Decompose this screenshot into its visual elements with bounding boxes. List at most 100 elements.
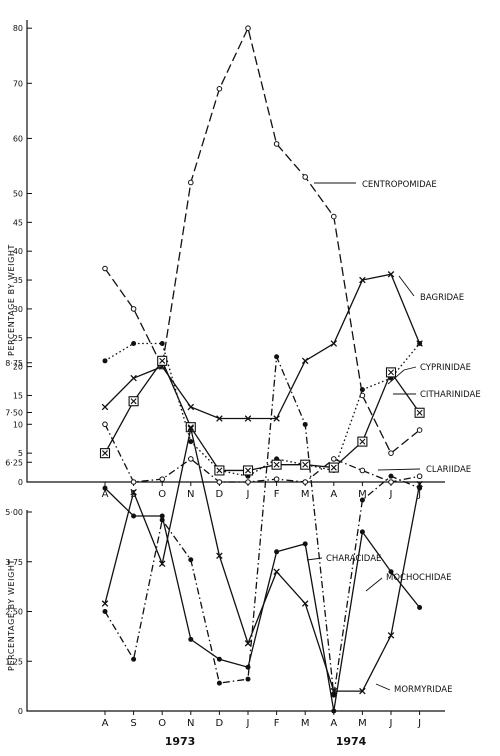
p1-centropomidae-series xyxy=(102,25,423,456)
p2-mochochidae-point xyxy=(159,513,165,519)
p1-clariidae-point xyxy=(102,421,108,428)
p2-mormyridae-point xyxy=(273,568,280,575)
p2-mochochidae-point xyxy=(417,605,423,611)
p2-xtick-label: J xyxy=(417,718,421,729)
p1-centropomidae-point xyxy=(130,306,137,312)
p1-centropomidae-point xyxy=(273,141,280,147)
p2-mochochidae-point xyxy=(331,708,337,714)
p2-mormyridae-point xyxy=(330,687,338,695)
p2-mormyridae-point xyxy=(301,600,309,607)
p1-bagridae-point xyxy=(130,374,137,382)
p2-mormyridae-point xyxy=(130,488,137,496)
p1-bagridae-label: BAGRIDAE xyxy=(420,293,464,303)
p1-centropomidae-point xyxy=(359,392,366,399)
p2-mochochidae-leader xyxy=(365,577,383,592)
p1-xtick-label: J xyxy=(417,489,421,500)
p1-xtick-label: J xyxy=(389,489,393,500)
p1-citharinidae-point xyxy=(128,396,139,407)
p2-ytick-label: 2·50 xyxy=(5,608,23,617)
p1-bagridae-point xyxy=(244,415,252,422)
p1-bagridae-point xyxy=(101,403,109,411)
p1-citharinidae-point xyxy=(185,422,196,433)
p2-mochochidae-point xyxy=(188,636,194,642)
p1-bagridae-series xyxy=(101,271,423,422)
p1-clariidae-point xyxy=(130,479,137,485)
p1-clariidae-point xyxy=(159,476,165,482)
p2-xtick-label: M xyxy=(301,718,310,729)
p2-characidae-point xyxy=(359,497,365,503)
p2-mormyridae-point xyxy=(359,687,366,695)
p2-characidae-point xyxy=(188,557,194,563)
p2-characidae-series xyxy=(102,354,423,698)
p1-cyprinidae-point xyxy=(188,439,194,445)
p2-mochochidae-point xyxy=(388,569,394,575)
p1-cyprinidae-point xyxy=(102,358,108,364)
p2-characidae-line xyxy=(104,356,420,696)
p1-citharinidae-point xyxy=(214,465,225,476)
p2-xtick-label: N xyxy=(187,718,194,729)
p2-xtick-label: D xyxy=(216,718,224,729)
p1-y-axis-label: PERCENTAGE BY WEIGHT xyxy=(7,244,16,356)
p1-bagridae-point xyxy=(216,415,223,422)
p2-y-axis-label: PERCENTAGE BY WEIGHT xyxy=(7,559,16,671)
p2-characidae-point xyxy=(331,692,337,698)
p2-characidae-point xyxy=(216,680,222,686)
p1-citharinidae-point xyxy=(242,465,254,476)
p2-mochochidae-point xyxy=(302,541,308,547)
p1-centropomidae-point xyxy=(331,213,337,220)
p1-xtick-label: J xyxy=(246,489,250,500)
p2-xtick-label: J xyxy=(389,718,393,729)
p1-bagridae-point xyxy=(387,271,395,278)
p1-centropomidae-point xyxy=(388,450,394,456)
p1-centropomidae-point xyxy=(188,179,194,186)
p2-mormyridae-point xyxy=(158,560,166,567)
p1-centropomidae-point xyxy=(245,25,251,32)
year-label-1973: 1973 xyxy=(165,735,196,748)
p1-centropomidae-point xyxy=(302,174,309,180)
p1-xtick-label: O xyxy=(158,489,166,500)
p1-clariidae-point xyxy=(416,473,423,480)
p1-cyprinidae-series xyxy=(102,341,423,479)
p2-characidae-point xyxy=(131,656,137,662)
p1-cyprinidae-leader xyxy=(387,366,417,385)
p1-citharinidae-line xyxy=(104,359,421,472)
p2-mochochidae-point xyxy=(131,513,137,519)
p1-ytick-label: 15 xyxy=(13,391,23,400)
p1-cyprinidae-line xyxy=(104,342,421,477)
p1-ytick-label: 25 xyxy=(13,334,23,343)
p1-xtick-label: F xyxy=(274,489,280,500)
p1-centropomidae-label: CENTROPOMIDAE xyxy=(362,180,437,190)
p1-ytick-label: 45 xyxy=(13,218,23,227)
p2-xtick-label: A xyxy=(330,718,337,729)
p1-cyprinidae-point xyxy=(159,341,165,347)
p1-citharinidae-point xyxy=(271,459,282,470)
p2-characidae-point xyxy=(102,609,108,614)
p2-characidae-leader xyxy=(306,557,323,561)
p1-centropomidae-point xyxy=(102,265,108,272)
p2-xtick-label: J xyxy=(246,718,250,729)
p1-cyprinidae-point xyxy=(417,341,423,347)
p2-ytick-label: 7·50 xyxy=(5,409,23,418)
p1-clariidae-point xyxy=(359,467,366,474)
p2-mochochidae-point xyxy=(102,485,108,491)
p1-ytick-label: 40 xyxy=(13,247,23,256)
p1-clariidae-point xyxy=(216,479,223,485)
p2-mormyridae-label: MORMYRIDAE xyxy=(394,685,452,695)
p1-clariidae-point xyxy=(302,479,309,485)
p1-ytick-label: 0 xyxy=(18,478,23,487)
p1-bagridae-point xyxy=(273,415,280,422)
p1-ytick-label: 30 xyxy=(13,305,23,314)
p2-xtick-label: M xyxy=(358,718,367,729)
p1-axes xyxy=(26,20,445,483)
p1-clariidae-line xyxy=(104,424,420,483)
p2-ytick-label: 1·25 xyxy=(5,657,23,666)
p1-clariidae-point xyxy=(331,456,337,462)
p1-ytick-label: 5 xyxy=(18,449,23,458)
p1-citharinidae-point xyxy=(357,436,368,447)
p2-characidae-point xyxy=(245,676,251,682)
p1-bagridae-point xyxy=(187,403,195,411)
p1-citharinidae-series xyxy=(99,355,425,476)
p1-xtick-label: M xyxy=(301,489,310,500)
p2-mochochidae-label: MOCHOCHIDAE xyxy=(386,573,451,583)
p2-xtick-label: O xyxy=(158,718,166,729)
